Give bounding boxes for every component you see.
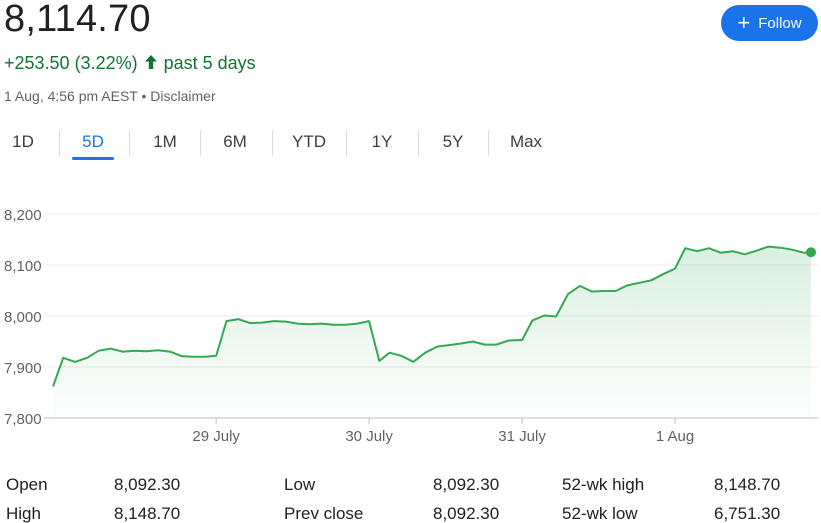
stat-value-low: 8,092.30 bbox=[433, 475, 500, 494]
y-tick-label: 7,900 bbox=[4, 360, 42, 377]
stat-value-52wk-high: 8,148.70 bbox=[714, 475, 781, 494]
series-area bbox=[53, 246, 811, 418]
tab-1y[interactable]: 1Y bbox=[371, 132, 393, 151]
arrow-up-icon bbox=[144, 54, 160, 72]
tab-ytd[interactable]: YTD bbox=[292, 132, 326, 151]
follow-button[interactable]: + Follow bbox=[721, 5, 818, 41]
stat-value-high: 8,148.70 bbox=[114, 504, 181, 523]
tab-divider bbox=[129, 130, 130, 156]
x-tick-label: 29 July bbox=[192, 428, 240, 445]
series-line bbox=[52, 245, 812, 387]
tab-6m[interactable]: 6M bbox=[223, 132, 247, 151]
stat-label-open: Open bbox=[6, 475, 48, 494]
tab-divider bbox=[346, 130, 347, 156]
x-tick-label: 30 July bbox=[345, 428, 393, 445]
price-chart[interactable]: 8,200 8,100 8,000 7,900 7,800 29 July 30 July 3… bbox=[0, 195, 821, 455]
stat-value-prev-close: 8,092.30 bbox=[433, 504, 500, 523]
y-tick-label: 8,000 bbox=[4, 309, 42, 326]
timestamp-disclaimer[interactable]: 1 Aug, 4:56 pm AEST • Disclaimer bbox=[4, 88, 216, 104]
tab-1d[interactable]: 1D bbox=[12, 132, 34, 151]
stat-label-low: Low bbox=[284, 475, 316, 494]
tab-5d[interactable]: 5D bbox=[72, 124, 114, 164]
tab-divider bbox=[59, 130, 60, 156]
tab-divider bbox=[488, 130, 489, 156]
plus-icon: + bbox=[737, 10, 751, 35]
tab-5y[interactable]: 5Y bbox=[442, 132, 464, 151]
stat-label-52wk-low: 52-wk low bbox=[562, 504, 638, 523]
tab-max[interactable]: Max bbox=[509, 132, 543, 151]
range-tabs: 1D 5D 1M 6M YTD 1Y 5Y Max bbox=[0, 124, 560, 164]
stat-value-52wk-low: 6,751.30 bbox=[714, 504, 781, 523]
y-tick-label: 8,200 bbox=[4, 207, 42, 224]
x-tick-label: 31 July bbox=[498, 428, 546, 445]
stat-label-52wk-high: 52-wk high bbox=[562, 475, 645, 494]
price-change: +253.50 (3.22%) past 5 days bbox=[4, 51, 256, 75]
x-tick-label: 1 Aug bbox=[656, 428, 694, 445]
stats-table: Open 8,092.30 High 8,148.70 Low 8,092.30… bbox=[0, 470, 821, 523]
tab-divider bbox=[272, 130, 273, 156]
stat-label-high: High bbox=[6, 504, 41, 523]
tab-1m[interactable]: 1M bbox=[153, 132, 177, 151]
y-tick-label: 7,800 bbox=[4, 411, 42, 428]
current-price: 8,114.70 bbox=[4, 0, 151, 40]
tab-divider bbox=[200, 130, 201, 156]
stat-label-prev-close: Prev close bbox=[284, 504, 364, 523]
change-value: +253.50 (3.22%) bbox=[4, 53, 138, 73]
current-value-marker bbox=[806, 247, 816, 258]
tab-divider bbox=[418, 130, 419, 156]
change-period: past 5 days bbox=[163, 53, 256, 73]
stat-value-open: 8,092.30 bbox=[114, 475, 181, 494]
follow-button-label: Follow bbox=[758, 14, 802, 32]
y-tick-label: 8,100 bbox=[4, 258, 42, 275]
